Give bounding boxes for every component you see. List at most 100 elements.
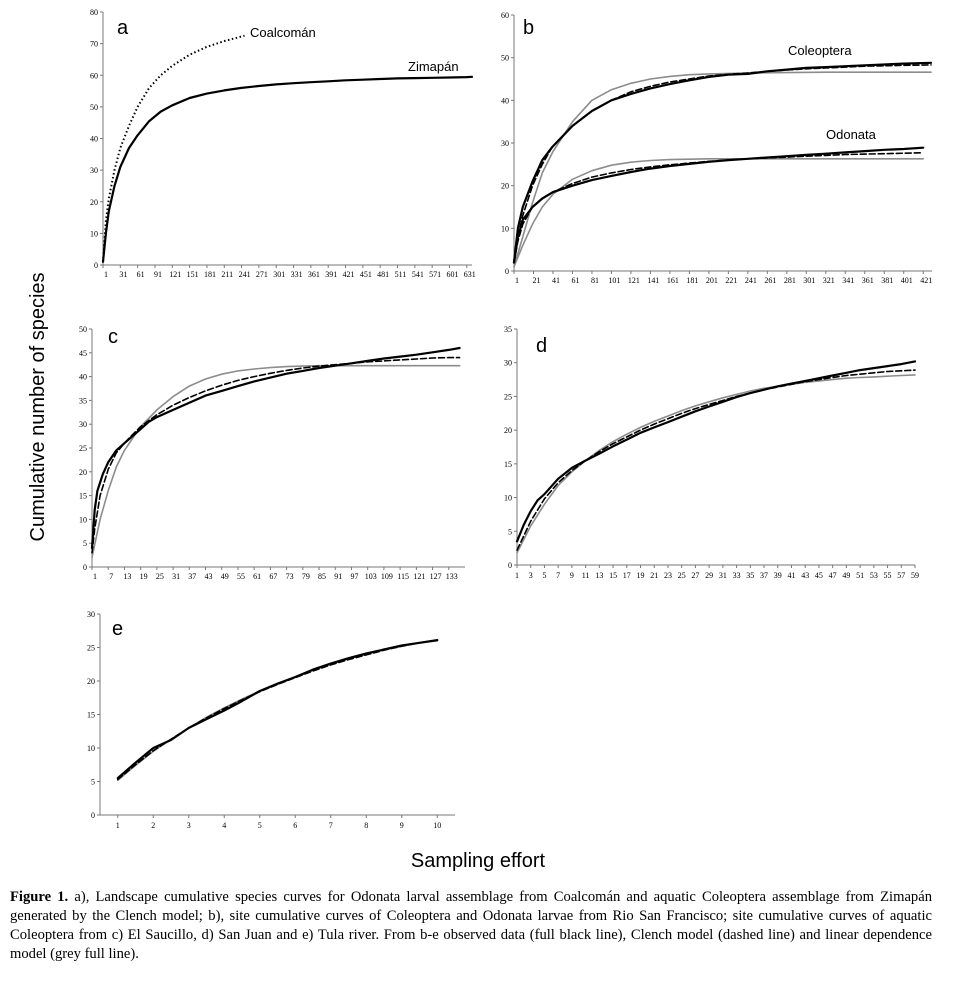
x-tick-label: 121 [628,276,640,285]
series-line-zimap-n [101,75,474,263]
y-tick-label: 30 [87,610,95,619]
x-tick-label: 301 [803,276,815,285]
panel-letter: e [112,618,123,640]
x-tick-label: 47 [829,571,837,580]
x-tick-label: 91 [334,572,342,581]
x-tick-label: 43 [801,571,809,580]
y-tick-label: 30 [504,359,512,368]
x-tick-label: 133 [446,572,458,581]
x-tick-label: 31 [719,571,727,580]
y-tick-label: 5 [508,527,512,536]
x-tick-label: 61 [137,270,145,279]
x-tick-label: 9 [400,821,404,830]
x-axis-title: Sampling effort [411,850,546,872]
figure-caption: Figure 1. a), Landscape cumulative speci… [10,888,932,964]
x-tick-label: 401 [901,276,913,285]
series-line-observed [90,346,461,550]
x-tick-label: 39 [774,571,782,580]
y-tick-label: 35 [79,396,87,405]
series-line-observed [515,360,917,543]
x-tick-label: 19 [140,572,148,581]
x-tick-label: 1 [116,821,120,830]
x-tick-label: 25 [156,572,164,581]
x-tick-label: 1 [515,276,519,285]
x-tick-label: 421 [920,276,932,285]
x-tick-label: 27 [691,571,699,580]
x-tick-label: 391 [325,270,337,279]
y-tick-label: 20 [87,677,95,686]
x-tick-label: 23 [664,571,672,580]
y-tick-label: 40 [79,373,87,382]
x-tick-label: 45 [815,571,823,580]
x-tick-label: 221 [725,276,737,285]
y-tick-label: 50 [79,325,87,334]
x-tick-label: 21 [532,276,540,285]
series-line-odonata-clench [513,152,924,264]
y-tick-label: 35 [504,325,512,334]
x-tick-label: 109 [381,572,393,581]
x-tick-label: 13 [123,572,131,581]
x-tick-label: 451 [360,270,372,279]
y-tick-label: 25 [87,644,95,653]
x-tick-label: 31 [172,572,180,581]
x-tick-label: 17 [623,571,631,580]
series-label: Coleoptera [788,43,852,58]
x-tick-label: 601 [446,270,458,279]
panel-c: 0 5 10 15 20 25 30 35 40 45 50 1 7 13 19 25 31 37 43 49 55 61… [79,325,465,581]
x-tick-label: 121 [413,572,425,581]
y-tick-label: 30 [79,420,87,429]
x-tick-label: 15 [609,571,617,580]
x-tick-label: 91 [154,270,162,279]
x-tick-label: 321 [823,276,835,285]
y-tick-label: 0 [508,561,512,570]
y-tick-label: 30 [501,139,509,148]
x-tick-label: 115 [397,572,409,581]
y-tick-label: 10 [90,229,98,238]
series-line-linear [117,640,439,781]
x-tick-label: 29 [705,571,713,580]
x-tick-label: 10 [433,821,441,830]
x-tick-label: 55 [237,572,245,581]
x-tick-label: 19 [637,571,645,580]
series-line-odonata-linear [513,158,924,268]
x-tick-label: 301 [273,270,285,279]
x-tick-label: 4 [222,821,226,830]
x-tick-label: 7 [556,571,560,580]
series-line-clench [117,639,439,781]
x-tick-label: 53 [870,571,878,580]
y-tick-label: 80 [90,8,98,17]
series-line-coleoptera-clench [513,64,932,264]
y-tick-label: 10 [87,744,95,753]
x-tick-label: 181 [204,270,216,279]
x-tick-label: 37 [760,571,768,580]
x-tick-label: 201 [706,276,718,285]
y-tick-label: 40 [90,135,98,144]
y-tick-label: 0 [505,267,509,276]
x-tick-label: 361 [862,276,874,285]
caption-text: a), Landscape cumulative species curves … [10,889,932,962]
x-tick-label: 41 [552,276,560,285]
x-tick-label: 79 [302,572,310,581]
y-tick-label: 0 [91,811,95,820]
x-tick-label: 85 [318,572,326,581]
series-line-linear [516,374,916,554]
panel-letter: b [523,17,534,39]
series-line-observed [116,639,439,780]
y-tick-label: 25 [79,444,87,453]
x-tick-label: 631 [464,270,476,279]
x-tick-label: 6 [293,821,297,830]
x-tick-label: 59 [911,571,919,580]
panel-a: 0 10 20 30 40 50 60 70 80 1 31 61 91 121 151 181 211 241 2… [90,8,476,279]
y-tick-label: 20 [79,468,87,477]
x-tick-label: 571 [429,270,441,279]
y-tick-label: 0 [83,563,87,572]
y-tick-label: 15 [79,492,87,501]
y-tick-label: 30 [90,166,98,175]
x-tick-label: 35 [746,571,754,580]
x-tick-label: 127 [430,572,442,581]
x-tick-label: 25 [678,571,686,580]
panel-letter: a [117,17,129,39]
